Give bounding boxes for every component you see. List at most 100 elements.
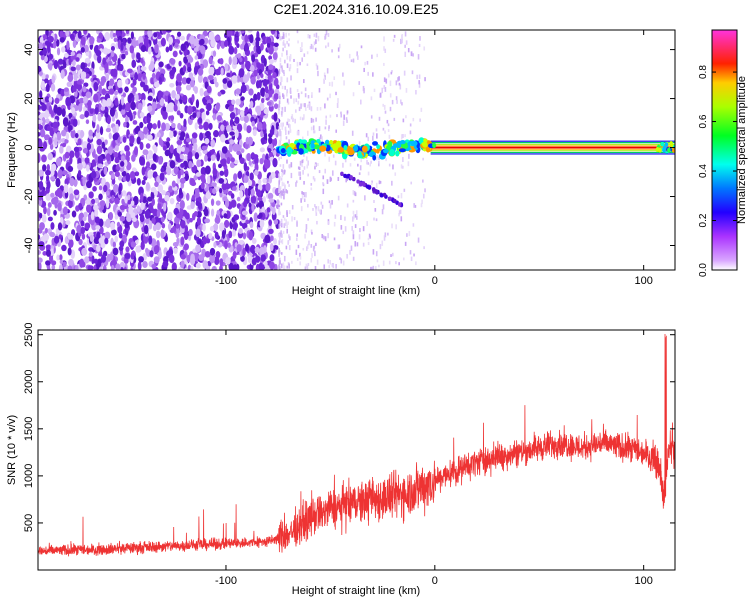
faint-noise [290,75,292,81]
noise-blob [179,154,184,160]
faint-noise [297,100,300,105]
faint-noise [311,92,313,96]
faint-noise [400,164,403,169]
noise-blob [237,53,242,59]
noise-blob [164,149,170,157]
faint-noise [278,188,280,194]
noise-blob [173,166,179,175]
faint-noise [319,209,321,214]
faint-noise [366,221,368,226]
faint-noise [355,210,358,216]
noise-blob [211,267,217,270]
faint-noise [317,206,320,212]
faint-noise [310,106,313,112]
faint-noise [386,119,389,124]
faint-noise [300,103,302,109]
noise-blob [267,192,274,200]
faint-noise [324,126,327,130]
noise-blob [204,251,211,258]
noise-blob [95,225,101,230]
noise-blob [219,222,225,232]
noise-blob [47,216,53,222]
carrier-blob [372,141,378,146]
noise-blob [160,37,166,47]
noise-blob [181,77,188,85]
faint-noise [290,172,293,179]
noise-blob [174,42,179,48]
noise-blob [239,116,245,121]
faint-noise [287,118,289,123]
noise-blob [142,72,146,80]
faint-noise [302,159,305,163]
noise-blob [160,139,164,147]
noise-blob [71,107,76,115]
faint-noise [279,260,281,265]
noise-blob [55,131,62,141]
noise-blob [243,175,249,184]
faint-noise [325,115,327,119]
noise-blob [230,157,235,163]
noise-blob [92,186,97,192]
carrier-blob [658,147,662,153]
noise-blob [200,173,206,183]
noise-blob [152,144,157,151]
carrier-blob [319,145,327,152]
faint-noise [418,74,421,79]
noise-blob [270,235,274,242]
faint-noise [278,174,281,179]
noise-blob [191,94,195,103]
noise-blob [147,46,152,55]
noise-blob [204,130,211,138]
carrier-blob [372,154,377,161]
noise-blob [119,161,125,167]
noise-blob [84,157,90,164]
noise-blob [188,228,193,237]
faint-noise [340,111,342,115]
carrier-blob [660,141,665,147]
noise-blob [191,194,195,201]
faint-noise [370,160,372,164]
faint-noise [295,182,297,187]
carrier-blob [376,144,381,150]
faint-noise [321,136,323,142]
noise-blob [131,154,136,162]
noise-blob [46,207,51,217]
noise-blob [63,183,69,194]
noise-blob [113,37,118,43]
faint-noise [288,245,291,251]
noise-blob [128,205,134,215]
noise-blob [250,76,256,85]
faint-noise [383,62,385,66]
faint-noise [328,200,331,204]
noise-blob [244,34,249,44]
noise-blob [153,189,158,197]
faint-noise [280,177,283,181]
faint-noise [278,126,281,131]
faint-noise [357,163,359,167]
faint-noise [413,253,415,257]
noise-blob [80,226,86,235]
noise-blob [225,30,232,37]
noise-blob [249,221,254,229]
faint-noise [342,260,345,266]
faint-noise [286,55,289,60]
noise-blob [219,265,223,270]
noise-blob [217,66,222,76]
noise-blob [60,69,65,79]
faint-noise [280,190,283,196]
noise-blob [249,244,256,255]
noise-blob [59,254,63,261]
noise-blob [112,133,119,141]
faint-noise [351,130,354,136]
noise-blob [114,197,120,205]
noise-blob [272,149,277,156]
faint-noise [358,81,361,85]
noise-blob [83,95,89,104]
faint-noise [337,47,340,52]
noise-blob [175,152,180,162]
noise-blob [85,91,92,99]
noise-blob [41,154,47,163]
noise-blob [124,102,131,112]
faint-noise [410,181,413,185]
faint-noise [417,237,420,243]
